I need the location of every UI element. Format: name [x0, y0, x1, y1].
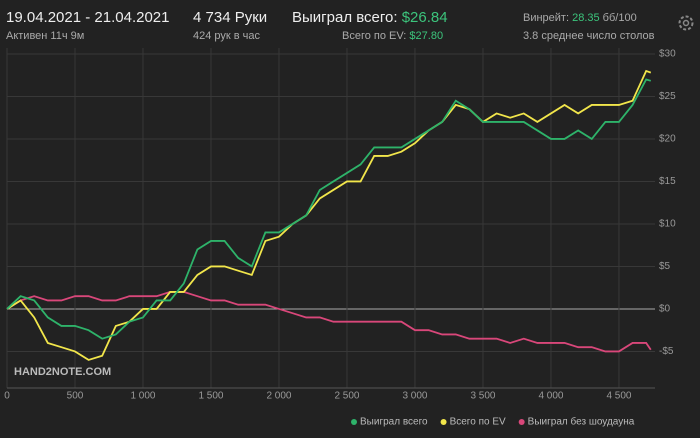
y-tick-label: $25: [659, 91, 676, 102]
ev-value: $27.80: [409, 30, 444, 42]
x-tick-label: 4 500: [606, 391, 631, 402]
x-tick-label: 500: [67, 391, 84, 402]
y-tick-label: $15: [659, 176, 676, 187]
watermark: HAND2NOTE.COM: [14, 366, 111, 378]
settings-icon[interactable]: [677, 14, 695, 32]
y-tick-label: $30: [659, 49, 676, 60]
hands: 4 734 Руки: [193, 9, 268, 26]
winrate-unit: бб/100: [599, 12, 637, 24]
tables: 3.8 среднее число столов: [523, 30, 655, 42]
y-tick-label: $5: [659, 261, 671, 272]
y-tick-label: $0: [659, 304, 671, 315]
winrate-value: 28.35: [572, 12, 600, 24]
won-value: $26.84: [401, 9, 448, 26]
legend-label: Выиграл всего: [360, 417, 428, 428]
x-tick-label: 4 000: [538, 391, 563, 402]
y-tick-label: $20: [659, 134, 676, 145]
legend-marker: [518, 419, 525, 425]
winrate-label: Винрейт:: [523, 12, 570, 24]
x-tick-label: 3 000: [402, 391, 427, 402]
active-time: Активен 11ч 9м: [6, 30, 85, 42]
series-line: [6, 78, 652, 340]
ev-label: Всего по EV:: [342, 30, 407, 42]
x-tick-label: 1 500: [198, 391, 223, 402]
x-tick-label: 2 000: [266, 391, 291, 402]
y-tick-label: $10: [659, 219, 676, 230]
legend-marker: [440, 419, 447, 425]
x-tick-label: 3 500: [470, 391, 495, 402]
legend-marker: [351, 419, 357, 425]
series-line: [6, 69, 652, 361]
y-tick-label: -$5: [659, 346, 674, 357]
won-label: Выиграл всего:: [292, 9, 398, 26]
legend-label: Выиграл без шоудауна: [528, 416, 635, 428]
series-line: [6, 291, 652, 353]
x-tick-label: 2 500: [334, 391, 359, 402]
x-tick-label: 1 000: [130, 391, 155, 402]
hands-per-hour: 424 рук в час: [193, 30, 261, 42]
date-range: 19.04.2021 - 21.04.2021: [6, 9, 170, 26]
x-tick-label: 0: [4, 391, 10, 402]
legend-label: Всего по EV: [450, 417, 506, 428]
